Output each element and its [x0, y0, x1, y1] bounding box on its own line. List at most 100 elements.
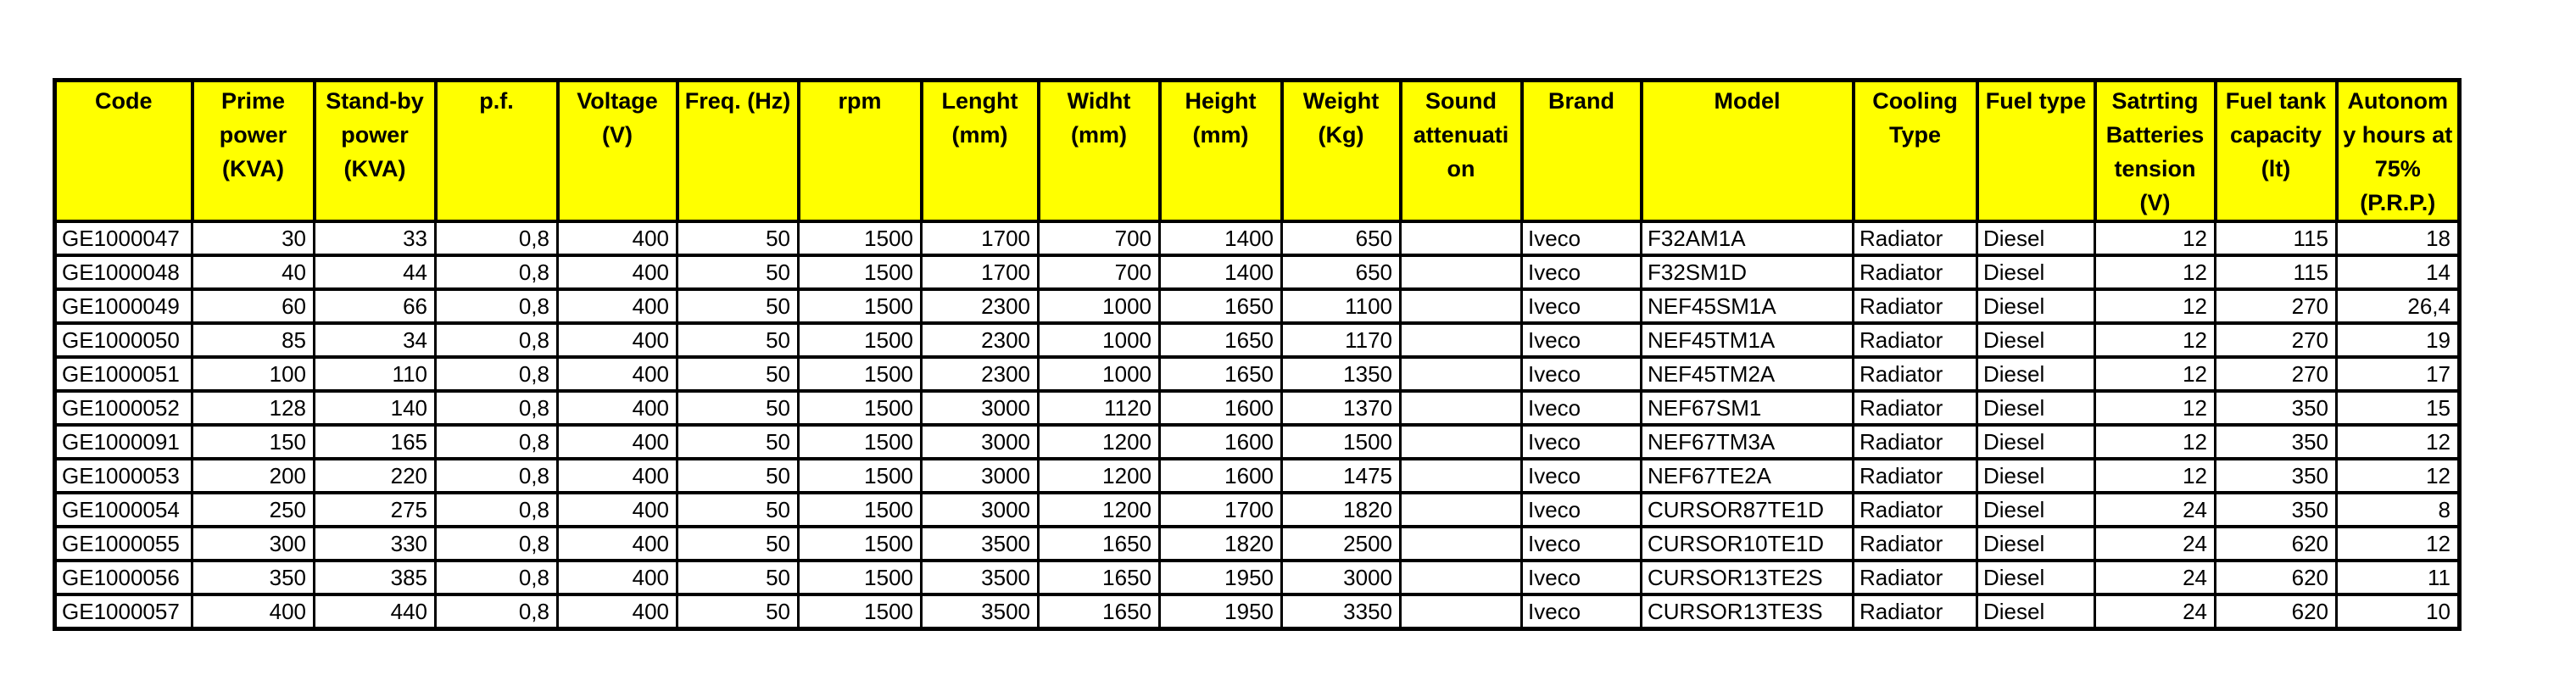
cell-fuel_tank_capacity_lt: 350: [2214, 389, 2338, 427]
cell-pf: 0,8: [434, 423, 559, 460]
cell-voltage_v: 400: [556, 559, 678, 596]
cell-standby_power_kva: 440: [313, 593, 437, 630]
cell-fuel_tank_capacity_lt: 350: [2214, 491, 2338, 528]
column-header-code: Code: [53, 78, 194, 223]
cell-fuel_type: Diesel: [1976, 220, 2096, 257]
cell-pf: 0,8: [434, 321, 559, 359]
cell-rpm: 1500: [797, 423, 923, 460]
column-header-width_mm: Widht (mm): [1036, 78, 1162, 223]
cell-height_mm: 1650: [1158, 321, 1283, 359]
cell-height_mm: 1650: [1158, 287, 1283, 325]
cell-height_mm: 1700: [1158, 491, 1283, 528]
cell-rpm: 1500: [797, 457, 923, 494]
cell-model: NEF45TM1A: [1640, 321, 1854, 359]
cell-weight_kg: 1820: [1280, 491, 1402, 528]
cell-standby_power_kva: 140: [313, 389, 437, 427]
cell-pf: 0,8: [434, 559, 559, 596]
table-row: GE1000048 40 44 0,8 400 50 1500 1700 700 1400 650 I…: [53, 254, 2461, 291]
column-header-voltage_v: Voltage (V): [555, 78, 679, 223]
cell-rpm: 1500: [797, 389, 923, 427]
cell-code: GE1000053: [53, 457, 193, 494]
cell-rpm: 1500: [797, 321, 923, 359]
cell-voltage_v: 400: [556, 220, 678, 257]
cell-autonomy_hours_75_prp: 14: [2335, 254, 2461, 291]
cell-fuel_type: Diesel: [1976, 593, 2096, 630]
cell-model: CURSOR13TE3S: [1640, 593, 1854, 630]
cell-brand: Iveco: [1520, 525, 1642, 562]
cell-starting_batteries_tension_v: 12: [2094, 355, 2216, 393]
cell-fuel_tank_capacity_lt: 350: [2214, 423, 2338, 460]
cell-fuel_type: Diesel: [1976, 254, 2096, 291]
cell-model: NEF45SM1A: [1640, 287, 1854, 325]
column-header-pf: p.f.: [433, 78, 560, 223]
cell-cooling_type: Radiator: [1852, 457, 1978, 494]
table-row: GE1000049 60 66 0,8 400 50 1500 2300 1000 1650 110…: [53, 287, 2461, 325]
column-header-standby_power_kva: Stand-by power (KVA): [312, 78, 438, 223]
column-header-weight_kg: Weight (Kg): [1280, 78, 1402, 223]
cell-length_mm: 3000: [920, 491, 1040, 528]
cell-brand: Iveco: [1520, 389, 1642, 427]
cell-pf: 0,8: [434, 389, 559, 427]
cell-pf: 0,8: [434, 287, 559, 325]
cell-voltage_v: 400: [556, 423, 678, 460]
cell-cooling_type: Radiator: [1852, 525, 1978, 562]
cell-sound_attenuation: [1399, 321, 1523, 359]
cell-fuel_type: Diesel: [1976, 491, 2096, 528]
cell-standby_power_kva: 220: [313, 457, 437, 494]
cell-length_mm: 1700: [920, 220, 1040, 257]
cell-length_mm: 3500: [920, 593, 1040, 630]
cell-standby_power_kva: 66: [313, 287, 437, 325]
cell-width_mm: 700: [1037, 254, 1161, 291]
cell-code: GE1000091: [53, 423, 193, 460]
cell-autonomy_hours_75_prp: 12: [2335, 457, 2461, 494]
cell-standby_power_kva: 44: [313, 254, 437, 291]
cell-cooling_type: Radiator: [1852, 254, 1978, 291]
cell-prime_power_kva: 200: [191, 457, 315, 494]
cell-brand: Iveco: [1520, 355, 1642, 393]
cell-rpm: 1500: [797, 559, 923, 596]
cell-height_mm: 1950: [1158, 559, 1283, 596]
generator-specs-table: Code Prime power (KVA) Stand-by power (KVA…: [53, 78, 2462, 631]
cell-sound_attenuation: [1399, 355, 1523, 393]
cell-fuel_tank_capacity_lt: 350: [2214, 457, 2338, 494]
cell-cooling_type: Radiator: [1852, 389, 1978, 427]
cell-pf: 0,8: [434, 220, 559, 257]
table-row: GE1000047 30 33 0,8 400 50 1500 1700 700 1400 650 I…: [53, 220, 2461, 257]
cell-fuel_type: Diesel: [1976, 287, 2096, 325]
column-header-cooling_type: Cooling Type: [1851, 78, 1979, 223]
cell-prime_power_kva: 85: [191, 321, 315, 359]
cell-prime_power_kva: 30: [191, 220, 315, 257]
cell-autonomy_hours_75_prp: 15: [2335, 389, 2461, 427]
cell-freq_hz: 50: [676, 525, 800, 562]
cell-height_mm: 1400: [1158, 220, 1283, 257]
cell-fuel_tank_capacity_lt: 115: [2214, 254, 2338, 291]
cell-prime_power_kva: 150: [191, 423, 315, 460]
cell-sound_attenuation: [1399, 389, 1523, 427]
cell-brand: Iveco: [1520, 254, 1642, 291]
cell-sound_attenuation: [1399, 287, 1523, 325]
cell-model: NEF67TE2A: [1640, 457, 1854, 494]
table-row: GE1000057 400 440 0,8 400 50 1500 3500 1650 1950 3…: [53, 593, 2461, 630]
cell-starting_batteries_tension_v: 24: [2094, 593, 2216, 630]
cell-code: GE1000051: [53, 355, 193, 393]
cell-length_mm: 3000: [920, 457, 1040, 494]
cell-width_mm: 1000: [1037, 287, 1161, 325]
cell-fuel_type: Diesel: [1976, 389, 2096, 427]
cell-code: GE1000047: [53, 220, 193, 257]
cell-freq_hz: 50: [676, 287, 800, 325]
cell-sound_attenuation: [1399, 254, 1523, 291]
cell-rpm: 1500: [797, 254, 923, 291]
cell-freq_hz: 50: [676, 423, 800, 460]
cell-starting_batteries_tension_v: 12: [2094, 220, 2216, 257]
cell-brand: Iveco: [1520, 220, 1642, 257]
cell-prime_power_kva: 400: [191, 593, 315, 630]
column-header-model: Model: [1639, 78, 1855, 223]
cell-weight_kg: 1100: [1280, 287, 1402, 325]
cell-prime_power_kva: 40: [191, 254, 315, 291]
cell-brand: Iveco: [1520, 491, 1642, 528]
cell-width_mm: 1650: [1037, 559, 1161, 596]
cell-fuel_type: Diesel: [1976, 457, 2096, 494]
cell-code: GE1000050: [53, 321, 193, 359]
column-header-freq_hz: Freq. (Hz): [675, 78, 800, 223]
cell-weight_kg: 3000: [1280, 559, 1402, 596]
